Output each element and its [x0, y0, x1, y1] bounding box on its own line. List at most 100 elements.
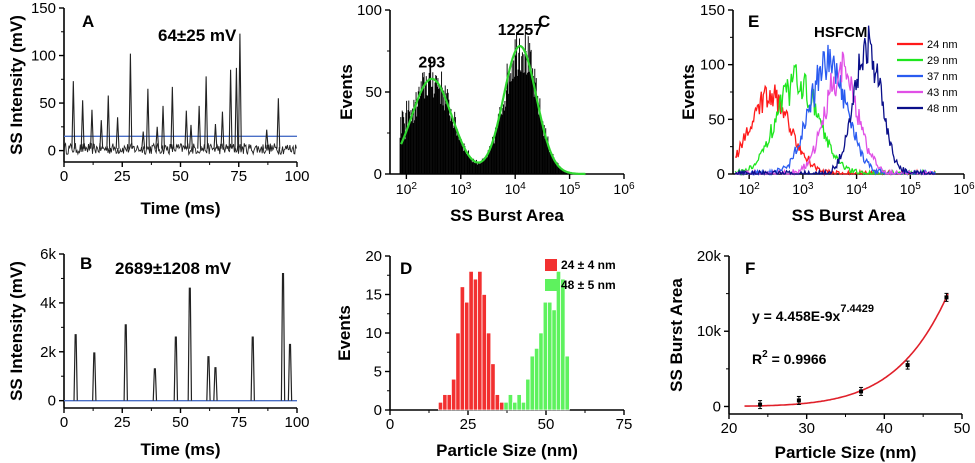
histogram-bar [410, 110, 412, 174]
x-axis-label: Time (ms) [141, 440, 221, 459]
histogram-bar [478, 163, 480, 174]
histogram-bar [535, 82, 536, 174]
histogram-bar [469, 157, 471, 174]
histogram-bar [475, 163, 477, 174]
histogram-bar [403, 123, 405, 174]
histogram-bar [521, 401, 527, 411]
histogram-bar [446, 394, 452, 411]
histogram-bar [484, 157, 486, 174]
histogram-bar [470, 157, 472, 174]
histogram-bar [492, 143, 494, 174]
histogram-bar [477, 271, 483, 411]
x-tick-label: 30 [798, 420, 815, 437]
y-axis-label: Events [679, 64, 698, 120]
histogram-bar [509, 81, 511, 174]
histogram-bar [493, 138, 495, 174]
histogram-bar [546, 142, 548, 174]
histogram-bar [444, 110, 445, 174]
histogram-bar [504, 100, 506, 174]
histogram-bar [471, 162, 473, 174]
histogram-bar [498, 113, 500, 174]
histogram-bar [542, 121, 544, 174]
y-tick-label: 150 [700, 2, 725, 19]
histogram-bar [419, 98, 421, 174]
data-point [859, 389, 864, 394]
histogram-bar [513, 76, 515, 174]
x-tick-label: 0 [60, 168, 68, 185]
x-tick-label: 25 [114, 168, 131, 185]
histogram-bar [533, 96, 535, 174]
histogram-bar [416, 116, 418, 174]
histogram-bar [544, 138, 546, 174]
y-axis-label: SS Burst Area [667, 278, 686, 392]
histogram-bar [454, 117, 456, 174]
peak-spike [90, 109, 94, 149]
histogram-bar [466, 150, 468, 174]
histogram-bar [499, 107, 501, 174]
histogram-bar [508, 73, 510, 174]
histogram-bar [474, 160, 476, 174]
histogram-bar [491, 143, 493, 174]
peak-spike [228, 69, 233, 149]
x-tick-label: 100 [284, 414, 309, 431]
histogram-bar [537, 96, 539, 174]
histogram-bar [561, 169, 563, 174]
histogram-bar [459, 286, 465, 411]
x-axis-label: Time (ms) [141, 199, 221, 218]
x-tick-label: 105 [900, 181, 922, 197]
histogram-bar [451, 115, 453, 174]
y-tick-label: 0 [48, 143, 56, 160]
y-tick-label: 100 [700, 57, 725, 74]
x-tick-label: 103 [792, 181, 814, 197]
histogram-bar [463, 143, 465, 174]
histogram-bar [445, 103, 447, 174]
histogram-trace [735, 44, 936, 177]
x-tick-label-base: 10 [396, 181, 412, 197]
peak-spike [220, 111, 225, 149]
histogram-bar [497, 127, 499, 174]
x-axis-label: SS Burst Area [450, 206, 564, 225]
histogram-bar [563, 171, 565, 174]
histogram-bar [527, 72, 528, 174]
histogram-bar [455, 127, 457, 174]
histogram-bar [553, 157, 555, 174]
peak-spike [145, 88, 150, 149]
histogram-bar [443, 90, 445, 174]
y-tick-label: 100 [31, 48, 56, 65]
x-tick-label: 50 [172, 414, 189, 431]
histogram-bar [417, 106, 418, 174]
gaussian-fit-curve [400, 44, 586, 176]
peak-spike [106, 95, 111, 149]
x-tick-label: 106 [953, 181, 975, 197]
histogram-bar [559, 166, 561, 174]
histogram-bar [494, 127, 496, 174]
x-tick-label-exp: 5 [915, 181, 921, 192]
peak-spike [99, 120, 104, 149]
histogram-bar [547, 136, 549, 174]
histogram-bar [562, 169, 563, 174]
peak-spike [234, 67, 239, 149]
peak-spike [173, 336, 179, 401]
histogram-bar [547, 301, 553, 411]
histogram-bar [452, 128, 454, 174]
histogram-bar [407, 110, 409, 174]
y-tick-label: 50 [708, 111, 725, 128]
histogram-bar [457, 133, 459, 174]
histogram-bar [497, 114, 499, 174]
legend-label: 24 nm [927, 39, 958, 51]
histogram-bar [564, 170, 566, 174]
histogram-bar [414, 120, 416, 174]
peak-spike [213, 123, 218, 149]
histogram-bar [518, 52, 520, 175]
histogram-bar [441, 87, 443, 174]
x-tick-label: 25 [114, 414, 131, 431]
x-tick-label: 102 [396, 181, 418, 197]
r-squared-symbol: R [752, 351, 762, 367]
histogram-bar [540, 116, 542, 174]
histogram-bar [429, 63, 431, 174]
histogram-bar [433, 93, 435, 174]
histogram-bar [476, 164, 478, 174]
histogram-bar [505, 106, 507, 174]
histogram-bar [519, 38, 520, 174]
histogram-bar [481, 294, 487, 411]
